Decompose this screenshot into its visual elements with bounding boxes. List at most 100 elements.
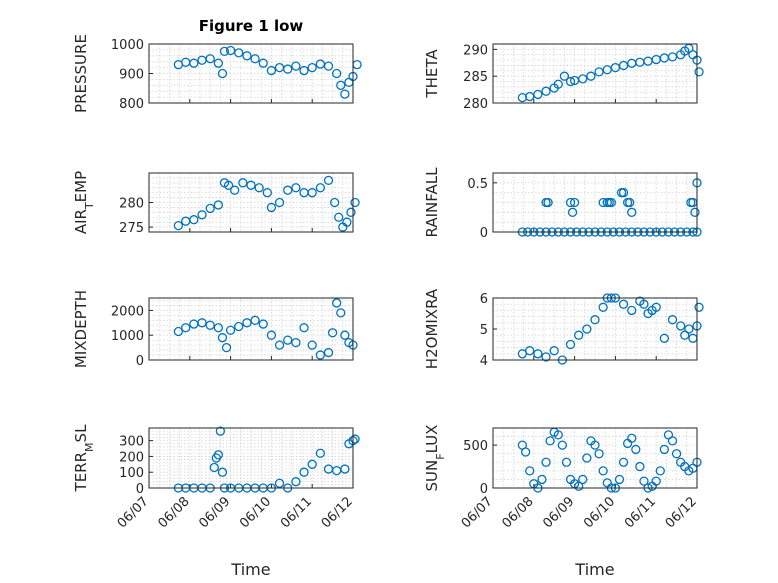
data-point: [307, 188, 317, 198]
data-point: [238, 178, 248, 188]
data-point: [690, 207, 700, 217]
data-point: [217, 467, 228, 477]
data-point: [557, 440, 568, 450]
data-point: [659, 333, 670, 343]
data-point: [525, 466, 535, 476]
x-tick-label: 06/10: [581, 494, 618, 531]
data-point: [173, 326, 184, 337]
data-point: [342, 217, 352, 227]
data-point: [213, 450, 224, 460]
axes-frame: [492, 172, 698, 233]
x-axis-label-right: Time: [574, 560, 614, 579]
data-point: [217, 68, 228, 79]
data-point: [525, 91, 535, 102]
data-point: [173, 220, 184, 231]
data-point: [299, 323, 309, 333]
data-point: [606, 197, 616, 208]
data-point: [627, 207, 637, 217]
data-point: [250, 54, 260, 64]
data-point: [307, 459, 317, 469]
data-point: [323, 61, 334, 71]
data-point: [671, 449, 682, 459]
axes-frame: [148, 297, 354, 361]
data-point: [565, 197, 576, 208]
panel-theta: 280 285 290 THETA: [423, 43, 704, 112]
data-point: [346, 207, 356, 217]
y-axis-label: H2OMIXRA: [423, 288, 441, 369]
data-point: [234, 321, 244, 332]
data-point: [561, 457, 572, 467]
y-axis-label: RAINFALL: [423, 167, 441, 238]
data-point: [598, 302, 608, 312]
data-point: [205, 320, 215, 330]
data-point: [323, 175, 334, 186]
data-point: [578, 74, 588, 84]
x-tick-label: 06/07: [459, 494, 496, 531]
data-point: [559, 71, 570, 81]
data-point: [553, 79, 563, 89]
data-point: [262, 188, 272, 198]
data-point: [635, 461, 645, 472]
data-point: [242, 51, 252, 61]
y-tick-label: 290: [463, 43, 488, 58]
data-point: [684, 324, 694, 334]
data-point: [315, 350, 326, 360]
y-tick-label: 280: [119, 197, 144, 212]
data-point: [205, 203, 215, 214]
data-point: [618, 457, 629, 467]
x-tick-label: 06/11: [622, 494, 659, 531]
data-point: [537, 474, 547, 485]
y-axis-label: MIXDEPTH: [72, 290, 90, 368]
data-point: [274, 340, 285, 350]
data-point: [350, 434, 360, 444]
data-point: [582, 453, 592, 463]
data-point: [655, 466, 665, 476]
data-point: [217, 333, 228, 343]
data-point: [219, 46, 230, 57]
y-tick-label: 1000: [111, 329, 144, 344]
y-tick-label: 500: [463, 439, 488, 454]
data-point: [340, 464, 350, 474]
data-point: [582, 324, 592, 334]
data-point: [602, 65, 612, 75]
x-tick-label: 06/12: [663, 494, 700, 531]
x-tick-label: 06/09: [196, 494, 233, 531]
y-tick-label: 800: [119, 97, 144, 112]
y-axis-label: AIRTEMP: [72, 171, 96, 234]
data-point: [614, 474, 625, 485]
y-tick-label: 0: [480, 482, 488, 497]
y-tick-label: 4: [480, 354, 488, 369]
x-axis-label-left: Time: [230, 560, 270, 579]
data-point: [242, 318, 252, 328]
data-point: [266, 330, 277, 340]
panel-rainfall: 0 0.5 RAINFALL: [423, 167, 702, 241]
data-point: [541, 352, 551, 362]
x-tick-label: 06/07: [115, 494, 152, 531]
data-point: [520, 447, 531, 457]
data-point: [250, 315, 260, 325]
data-point: [336, 80, 346, 90]
data-point: [694, 67, 704, 77]
data-point: [307, 62, 317, 73]
data-point: [350, 197, 360, 208]
data-point: [567, 207, 578, 217]
y-tick-label: 900: [119, 68, 144, 83]
y-tick-label: 0: [480, 226, 488, 241]
panel-air_temp: 275 280 AIRTEMP: [72, 171, 360, 236]
plot-area: [149, 298, 353, 360]
y-tick-label: 1000: [111, 38, 144, 53]
y-tick-label: 100: [119, 466, 144, 481]
data-point: [189, 215, 199, 225]
data-point: [189, 58, 199, 68]
panel-sun_flux: 0 500 06/07 06/08 06/09 06/10 06/11 06/12 SUNFLU…: [423, 425, 702, 531]
y-tick-label: 0.5: [467, 177, 488, 192]
data-point: [274, 478, 285, 488]
data-point: [291, 477, 301, 487]
data-point: [197, 318, 207, 328]
data-point: [291, 61, 301, 71]
figure-title: Figure 1 low: [199, 17, 304, 35]
data-point: [618, 188, 629, 198]
x-tick-label: 06/11: [278, 494, 315, 531]
data-point: [610, 62, 621, 73]
